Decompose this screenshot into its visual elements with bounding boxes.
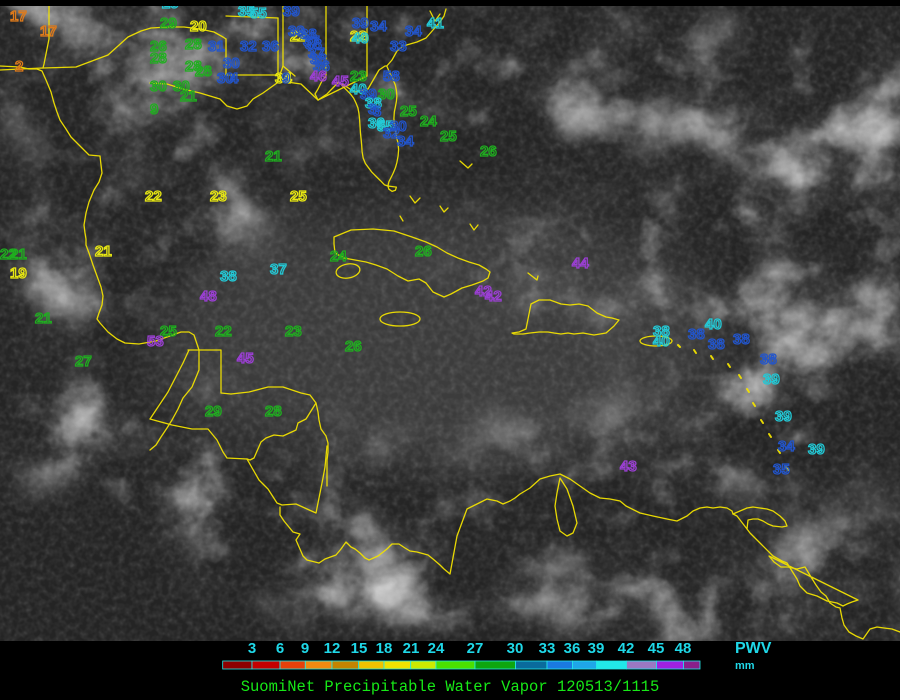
svg-text:24: 24 — [428, 641, 445, 657]
svg-text:42: 42 — [618, 641, 635, 657]
svg-text:2: 2 — [15, 58, 23, 75]
svg-text:38: 38 — [733, 331, 750, 348]
svg-text:26: 26 — [480, 143, 497, 160]
svg-text:15: 15 — [351, 641, 368, 657]
svg-text:35: 35 — [773, 461, 790, 478]
svg-text:45: 45 — [237, 350, 254, 367]
svg-text:55: 55 — [250, 6, 267, 22]
svg-text:58: 58 — [383, 68, 400, 85]
svg-text:39: 39 — [775, 408, 792, 425]
svg-text:mm: mm — [735, 660, 755, 672]
svg-text:29: 29 — [162, 6, 179, 12]
svg-text:9: 9 — [150, 101, 158, 118]
svg-text:3: 3 — [248, 641, 256, 657]
svg-text:SuomiNet Precipitable Water Va: SuomiNet Precipitable Water Vapor 120513… — [241, 678, 660, 696]
svg-text:21: 21 — [35, 310, 52, 327]
svg-text:PWV: PWV — [735, 641, 772, 657]
svg-text:25: 25 — [290, 188, 307, 205]
svg-text:26: 26 — [345, 338, 362, 355]
svg-text:29: 29 — [160, 15, 177, 32]
svg-text:36: 36 — [262, 38, 279, 55]
svg-text:26: 26 — [415, 243, 432, 260]
svg-text:48: 48 — [675, 641, 692, 657]
svg-text:34: 34 — [778, 438, 795, 455]
svg-text:4: 4 — [230, 70, 239, 87]
svg-text:45: 45 — [648, 641, 665, 657]
svg-text:22: 22 — [145, 188, 162, 205]
svg-text:30: 30 — [173, 78, 190, 95]
svg-text:33: 33 — [390, 38, 407, 55]
svg-text:25: 25 — [440, 128, 457, 145]
svg-text:6: 6 — [276, 641, 284, 657]
svg-text:19: 19 — [10, 265, 27, 282]
svg-text:29: 29 — [205, 403, 222, 420]
svg-text:17: 17 — [10, 8, 27, 25]
svg-text:34: 34 — [397, 133, 414, 150]
svg-text:48: 48 — [200, 288, 217, 305]
svg-text:28: 28 — [195, 63, 212, 80]
svg-text:23: 23 — [285, 323, 302, 340]
svg-text:31: 31 — [208, 38, 225, 55]
svg-text:32: 32 — [240, 38, 257, 55]
svg-text:27: 27 — [467, 641, 484, 657]
svg-text:38: 38 — [760, 351, 777, 368]
svg-text:30: 30 — [150, 78, 167, 95]
svg-text:34: 34 — [370, 18, 387, 35]
svg-text:39: 39 — [283, 6, 300, 20]
svg-text:39: 39 — [808, 441, 825, 458]
svg-text:45: 45 — [332, 73, 349, 90]
svg-text:21: 21 — [265, 148, 282, 165]
svg-text:18: 18 — [376, 641, 393, 657]
svg-text:28: 28 — [150, 50, 167, 67]
svg-text:21: 21 — [403, 641, 420, 657]
svg-text:20: 20 — [190, 18, 207, 35]
svg-text:42: 42 — [475, 283, 492, 300]
svg-text:40: 40 — [352, 30, 369, 47]
svg-text:30: 30 — [507, 641, 524, 657]
svg-text:9: 9 — [301, 641, 309, 657]
svg-text:17: 17 — [40, 23, 57, 40]
svg-text:22: 22 — [215, 323, 232, 340]
svg-text:34: 34 — [405, 23, 422, 40]
svg-text:28: 28 — [265, 403, 282, 420]
svg-text:24: 24 — [420, 113, 437, 130]
svg-text:28: 28 — [185, 36, 202, 53]
svg-text:12: 12 — [324, 641, 341, 657]
svg-text:23: 23 — [210, 188, 227, 205]
svg-text:38: 38 — [708, 336, 725, 353]
svg-text:33: 33 — [539, 641, 556, 657]
svg-text:21: 21 — [95, 243, 112, 260]
svg-text:27: 27 — [75, 353, 92, 370]
svg-text:43: 43 — [620, 458, 637, 475]
svg-text:39: 39 — [588, 641, 605, 657]
svg-text:37: 37 — [270, 261, 287, 278]
svg-text:39: 39 — [763, 371, 780, 388]
svg-text:9: 9 — [282, 70, 290, 87]
svg-text:40: 40 — [653, 333, 670, 350]
svg-text:53: 53 — [147, 333, 164, 350]
svg-text:46: 46 — [310, 68, 327, 85]
svg-text:38: 38 — [688, 326, 705, 343]
svg-text:44: 44 — [572, 255, 589, 272]
svg-text:21: 21 — [10, 246, 27, 263]
svg-text:40: 40 — [705, 316, 722, 333]
svg-text:24: 24 — [330, 248, 347, 265]
svg-text:36: 36 — [564, 641, 581, 657]
svg-text:38: 38 — [220, 268, 237, 285]
svg-text:41: 41 — [427, 15, 444, 32]
